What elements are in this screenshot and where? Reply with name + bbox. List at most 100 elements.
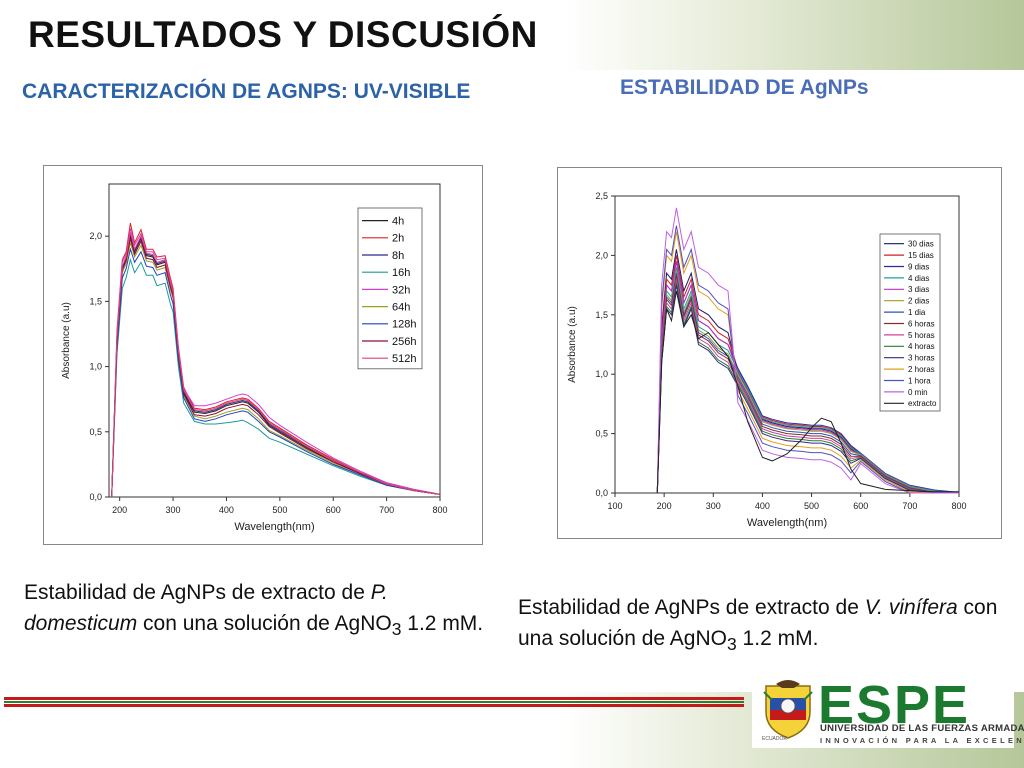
footer-red-line-2 [4, 704, 744, 707]
subtitle-stability: ESTABILIDAD DE AgNPs [620, 76, 869, 99]
plot-frame [108, 183, 441, 498]
y-tick-label: 1,5 [595, 310, 608, 320]
x-axis-label: Wavelength(nm) [234, 521, 314, 533]
series-line-0-8 [111, 232, 441, 498]
chart-p-domesticum: 200 300 400 500 600 700 800 0,0 0,5 1,0 1,5 2,0 Wave… [43, 165, 483, 545]
legend-label: 6 horas [908, 319, 935, 328]
plot-frame [614, 195, 960, 494]
caption-right: Estabilidad de AgNPs de extracto de V. v… [518, 592, 1018, 660]
legend-label: 1 dia [908, 308, 926, 317]
y-tick-label: 0,0 [89, 492, 102, 502]
x-tick-label: 300 [706, 501, 721, 511]
y-tick-label: 2,0 [595, 250, 608, 260]
university-motto: INNOVACIÓN PARA LA EXCELENCIA [820, 736, 1024, 745]
series-line-0-3 [111, 257, 441, 498]
legend-label: 2 horas [908, 365, 935, 374]
legend-label: 2 dias [908, 297, 929, 306]
legend-label: 128h [392, 319, 416, 331]
y-axis-label: Absorbance (a.u) [61, 302, 72, 379]
x-tick-label: 200 [657, 501, 672, 511]
series-line-1-10 [656, 285, 959, 494]
x-tick-label: 700 [379, 505, 394, 515]
x-axis-label: Wavelength(nm) [747, 517, 827, 529]
caption-right-text1: Estabilidad de AgNPs de extracto de [518, 596, 865, 619]
y-tick-label: 2,0 [89, 231, 102, 241]
caption-right-sub: 3 [726, 634, 737, 655]
legend-label: 5 horas [908, 331, 935, 340]
legend-label: 9 dias [908, 262, 929, 271]
x-tick-label: 800 [951, 501, 966, 511]
legend-label: extracto [908, 399, 937, 408]
series-line-1-0 [656, 249, 960, 494]
series-line-1-12 [656, 225, 959, 494]
legend-label: 3 horas [908, 354, 935, 363]
footer-red-line [4, 697, 744, 700]
chart-v-vinifera-svg: 100 200 300 400 500 600 700 800 0,0 0,5 1,0 1,5 2,0 2… [567, 191, 967, 529]
chart-p-domesticum-svg: 200 300 400 500 600 700 800 0,0 0,5 1,0 1,5 2,0 Wave… [61, 183, 448, 533]
legend-label: 4 horas [908, 342, 935, 351]
caption-right-text3: 1.2 mM. [736, 627, 819, 650]
seal-caption: ECUADOR [762, 736, 788, 742]
series-line-1-14 [656, 290, 959, 494]
espe-wordmark: ESPE [818, 675, 971, 735]
legend-box [879, 233, 941, 412]
series-line-1-13 [656, 207, 959, 494]
series-line-0-4 [111, 228, 441, 498]
x-tick-label: 800 [432, 505, 447, 515]
legend-box [357, 207, 423, 370]
legend-label: 30 dias [908, 240, 934, 249]
chart-v-vinifera: 100 200 300 400 500 600 700 800 0,0 0,5 1,0 1,5 2,0 2… [557, 167, 1002, 539]
series-line-1-7 [656, 275, 959, 494]
footer-green-line [4, 701, 744, 703]
legend-label: 512h [392, 353, 416, 365]
series-line-1-4 [656, 261, 960, 494]
series-line-1-8 [656, 279, 959, 494]
x-tick-label: 700 [902, 501, 917, 511]
series-line-0-0 [111, 236, 441, 498]
x-tick-label: 600 [853, 501, 868, 511]
caption-left-sub: 3 [391, 619, 402, 640]
legend-label: 1 hora [908, 376, 931, 385]
series-line-1-1 [656, 255, 960, 494]
caption-left-text3: 1.2 mM. [401, 612, 484, 635]
series-line-1-11 [656, 231, 959, 494]
caption-left: Estabilidad de AgNPs de extracto de P. d… [24, 577, 494, 645]
caption-left-text1: Estabilidad de AgNPs de extracto de [24, 581, 371, 604]
y-tick-label: 1,0 [89, 362, 102, 372]
x-tick-label: 600 [326, 505, 341, 515]
x-tick-label: 500 [804, 501, 819, 511]
x-tick-label: 300 [166, 505, 181, 515]
legend-label: 32h [392, 284, 410, 296]
y-tick-label: 0,5 [595, 429, 608, 439]
y-tick-label: 2,5 [595, 191, 608, 201]
y-tick-label: 0,5 [89, 427, 102, 437]
x-tick-label: 400 [755, 501, 770, 511]
legend-label: 64h [392, 302, 410, 314]
x-tick-label: 200 [112, 505, 127, 515]
subtitle-uv-visible: CARACTERIZACIÓN DE AGNPS: UV-VISIBLE [22, 80, 471, 103]
caption-right-text2: con una solución de AgNO [518, 596, 998, 650]
series-line-0-7 [111, 238, 441, 498]
legend-label: 4 dias [908, 274, 929, 283]
legend-label: 8h [392, 250, 404, 262]
legend-label: 2h [392, 233, 404, 245]
espe-logo: ECUADOR ESPE UNIVERSIDAD DE LAS FUERZAS … [752, 675, 1024, 748]
y-tick-label: 1,0 [595, 369, 608, 379]
caption-left-species: P. domesticum [24, 581, 388, 635]
y-axis-label: Absorbance (a.u) [567, 306, 578, 383]
legend-label: 4h [392, 216, 404, 228]
series-line-1-3 [656, 267, 960, 494]
caption-left-text2: con una solución de AgNO [137, 612, 392, 635]
caption-right-species: V. vinífera [864, 596, 958, 619]
legend-label: 15 dias [908, 251, 934, 260]
legend-label: 16h [392, 267, 410, 279]
university-seal-icon [763, 680, 813, 739]
y-tick-label: 1,5 [89, 296, 102, 306]
legend-label: 0 min [908, 388, 928, 397]
university-name: UNIVERSIDAD DE LAS FUERZAS ARMADAS [820, 723, 1024, 734]
x-tick-label: 100 [607, 501, 622, 511]
x-tick-label: 500 [272, 505, 287, 515]
header-bar [0, 0, 1024, 70]
series-line-0-6 [111, 247, 441, 498]
page-title: RESULTADOS Y DISCUSIÓN [28, 14, 538, 55]
